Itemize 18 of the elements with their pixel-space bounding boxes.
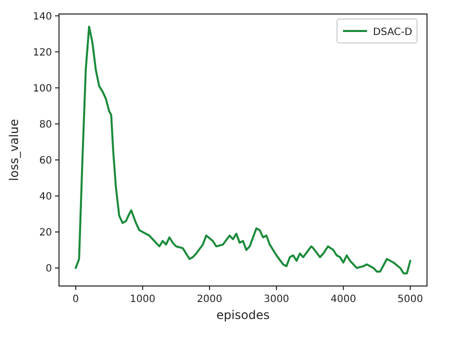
y-tick-label: 140 [32, 11, 52, 22]
line-series [74, 26, 412, 274]
y-tick-label: 0 [46, 263, 52, 274]
y-tick-label: 60 [39, 155, 52, 166]
y-tick-label: 20 [39, 227, 52, 238]
legend-label: DSAC-D [373, 27, 412, 38]
x-tick-label: 3000 [264, 294, 290, 305]
y-tick-label: 120 [32, 47, 52, 58]
y-tick-label: 100 [32, 83, 52, 94]
y-tick-label: 40 [39, 191, 52, 202]
x-axis-title: episodes [216, 308, 270, 322]
x-tick-label: 4000 [330, 294, 356, 305]
x-tick-label: 0 [72, 294, 79, 305]
y-tick-label: 80 [39, 119, 52, 130]
x-tick-label: 5000 [398, 294, 423, 305]
x-tick-label: 1000 [130, 294, 156, 305]
x-tick-label: 2000 [196, 294, 222, 305]
y-axis-title: loss_value [7, 119, 21, 181]
